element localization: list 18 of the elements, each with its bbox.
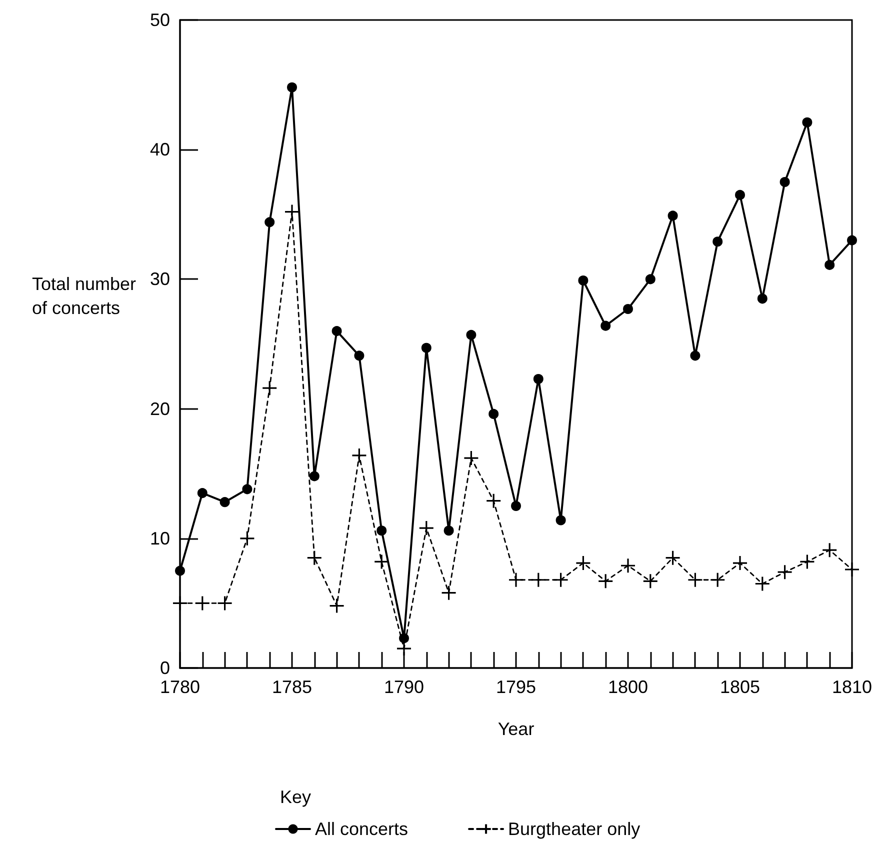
- x-tick-label: 1790: [384, 677, 424, 697]
- x-tick-label: 1810: [832, 677, 872, 697]
- y-axis-title: Total number of concerts: [32, 274, 142, 318]
- x-tick-label: 1795: [496, 677, 536, 697]
- legend-label: Burgtheater only: [508, 819, 640, 839]
- legend-title: Key: [280, 787, 312, 807]
- x-tick-label: 1785: [272, 677, 312, 697]
- y-tick-label: 50: [150, 10, 170, 30]
- x-tick-label: 1805: [720, 677, 760, 697]
- y-tick-label: 30: [150, 269, 170, 290]
- x-tick-label: 1780: [160, 677, 200, 697]
- x-tick-label: 1800: [608, 677, 648, 697]
- legend-label: All concerts: [315, 819, 408, 839]
- x-axis-title: Year: [498, 719, 534, 739]
- y-tick-label: 10: [150, 528, 170, 548]
- y-tick-label: 40: [150, 140, 170, 160]
- y-tick-label: 0: [160, 658, 170, 678]
- y-tick-label: 20: [150, 398, 170, 419]
